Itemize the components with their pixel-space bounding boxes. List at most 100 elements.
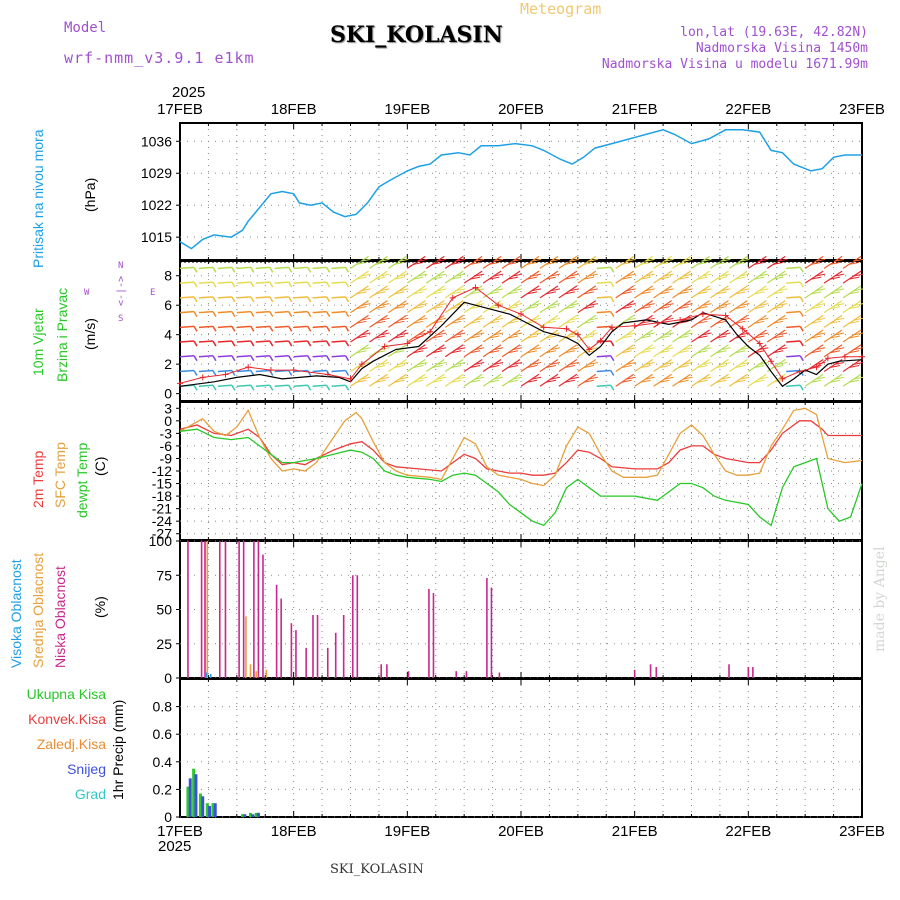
wind-barb [344, 384, 350, 391]
wind-barb [379, 317, 390, 321]
wind-barb [388, 373, 407, 387]
wind-barb [625, 288, 636, 292]
wind-barb [293, 266, 308, 270]
wind-barb [231, 311, 236, 317]
wind-barb [288, 384, 293, 391]
wind-barb [634, 300, 653, 314]
wind-barb [678, 291, 689, 295]
wind-barb [587, 303, 598, 307]
chart-title: SKI_KOLASIN [330, 22, 503, 48]
wind-barb [596, 281, 611, 284]
wind-barb [596, 325, 611, 329]
wind-gust-marker [563, 325, 570, 332]
wind-barb [716, 291, 727, 295]
wind-gust-marker [267, 367, 274, 374]
wind-barb [369, 373, 388, 387]
wind-barb [615, 314, 635, 328]
cloud-cloud_low-bar [498, 672, 501, 678]
wind-barb [710, 359, 729, 373]
wind-barb [549, 317, 561, 321]
wind-gust-marker [199, 374, 206, 381]
wind-barb [615, 359, 635, 373]
temp-ytick-label: -15 [152, 476, 172, 492]
wind-barb [493, 362, 504, 366]
wind-barb [331, 296, 346, 299]
wind-barb [331, 340, 346, 343]
wind-barb [815, 317, 826, 321]
wind-barb [489, 291, 500, 295]
wind-barb [436, 332, 447, 336]
wind-barb [501, 373, 521, 387]
wind-barb [444, 344, 464, 358]
wind-barb [255, 369, 270, 373]
wind-barb [716, 350, 727, 354]
wind-barb [250, 325, 255, 332]
wind-barb [568, 362, 579, 366]
wind-barb [640, 276, 651, 280]
wind-barb [217, 266, 232, 270]
wind-gust-marker [404, 340, 411, 347]
wind-barb [425, 285, 445, 299]
wind-barb [625, 376, 636, 380]
cloud-cloud_low-bar [380, 664, 382, 678]
wind-barb [274, 266, 289, 270]
wind-barb [444, 270, 464, 284]
wind-barb [356, 350, 367, 354]
wind-barb [451, 291, 462, 295]
wind-barb [678, 306, 689, 310]
wind-barb [325, 384, 331, 391]
precip-total-label: Ukupna Kisa [26, 686, 106, 702]
wind-barb [293, 384, 308, 388]
wind-barb [610, 266, 615, 273]
wind-barb [610, 370, 615, 376]
cloud-cloud_mid-bar [255, 671, 257, 678]
wind-barb [344, 355, 350, 362]
wind-barb [786, 310, 801, 314]
wind-barb [269, 355, 274, 362]
wind-barb [356, 261, 367, 265]
wind-barb [344, 296, 350, 303]
wind-barb [545, 320, 557, 324]
wind-barb [193, 355, 198, 362]
wind-barb [350, 329, 369, 343]
coords-label: lon,lat (19.63E, 42.82N) [680, 25, 868, 40]
wind-barb [587, 332, 598, 336]
model-name: wrf-nmm_v3.9.1 e1km [64, 49, 255, 67]
wind-barb [356, 320, 367, 324]
wind-barb [701, 317, 712, 321]
wind-barb [236, 355, 251, 358]
wind-barb [179, 281, 195, 284]
wind-barb [823, 373, 843, 387]
wind-barb [786, 325, 801, 329]
wind-barb [682, 258, 693, 262]
wind-barb [369, 255, 388, 269]
wind-barb [682, 376, 693, 380]
wind-barb [413, 320, 424, 324]
precip-precip_snow-bar [201, 796, 205, 817]
wind-barb [288, 355, 293, 362]
cloud-cloud_low-bar [200, 541, 203, 678]
wind-barb [804, 285, 824, 299]
wind-barb [493, 273, 504, 277]
wind-barb [470, 261, 481, 265]
wind-barb [474, 347, 485, 351]
wind-barb [577, 255, 597, 269]
wind-barb [583, 320, 594, 324]
wind-barb [672, 373, 691, 387]
wind-barb [720, 258, 731, 262]
wind-barb [398, 258, 409, 262]
wind-barb [369, 285, 388, 299]
wind-barb [463, 285, 483, 299]
temp-label-1: 2m Temp [30, 450, 46, 508]
wind-barb [217, 340, 232, 343]
wind-barb [526, 306, 538, 310]
wind-barb [417, 258, 428, 262]
wind-gust-marker [768, 358, 775, 365]
wind-barb [455, 362, 466, 366]
wind-gust-marker [245, 364, 252, 371]
model-label: Model [64, 20, 107, 36]
wind-barb [653, 270, 672, 284]
precip-frame [179, 678, 863, 818]
wind-barb [848, 350, 860, 354]
